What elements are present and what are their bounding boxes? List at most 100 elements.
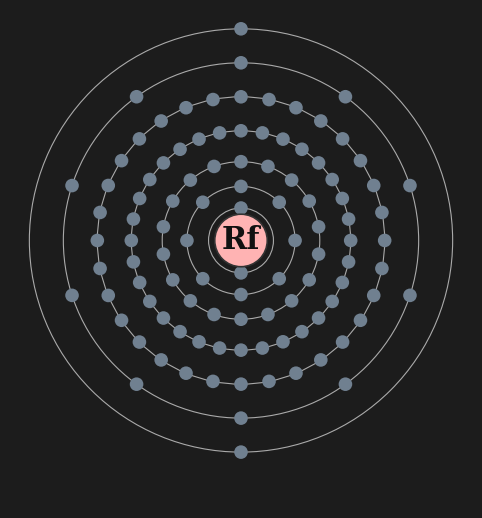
Circle shape (342, 212, 355, 226)
Circle shape (261, 160, 275, 173)
Circle shape (91, 234, 104, 247)
Circle shape (375, 206, 388, 219)
Circle shape (255, 341, 269, 355)
Circle shape (367, 179, 380, 192)
Circle shape (285, 294, 298, 308)
Circle shape (234, 377, 248, 391)
Circle shape (234, 201, 248, 215)
Circle shape (335, 276, 349, 289)
Circle shape (234, 287, 248, 301)
Circle shape (312, 220, 325, 234)
Circle shape (339, 90, 352, 104)
Circle shape (367, 289, 380, 302)
Circle shape (127, 255, 140, 269)
Circle shape (312, 248, 325, 261)
Circle shape (130, 378, 143, 391)
Circle shape (173, 325, 187, 338)
Circle shape (102, 289, 115, 302)
Circle shape (213, 341, 227, 355)
Circle shape (234, 155, 248, 168)
Circle shape (234, 22, 248, 36)
Circle shape (234, 343, 248, 357)
Circle shape (130, 90, 143, 104)
Circle shape (272, 272, 286, 285)
Circle shape (302, 194, 316, 208)
Circle shape (206, 93, 220, 106)
Circle shape (262, 93, 276, 106)
Circle shape (312, 156, 325, 170)
Circle shape (207, 308, 221, 321)
Circle shape (157, 220, 170, 234)
Circle shape (295, 142, 309, 156)
Circle shape (295, 325, 309, 338)
Circle shape (339, 378, 352, 391)
Circle shape (207, 160, 221, 173)
Circle shape (276, 335, 290, 349)
Circle shape (133, 276, 147, 289)
Circle shape (403, 289, 417, 302)
Circle shape (335, 192, 349, 205)
Circle shape (344, 234, 358, 247)
Circle shape (192, 132, 206, 146)
Circle shape (234, 266, 248, 280)
Circle shape (289, 101, 303, 114)
Circle shape (336, 335, 349, 349)
Circle shape (102, 179, 115, 192)
Circle shape (234, 180, 248, 193)
Circle shape (143, 172, 157, 186)
Circle shape (342, 255, 355, 269)
Circle shape (354, 154, 367, 167)
Circle shape (157, 248, 170, 261)
Circle shape (234, 411, 248, 425)
Circle shape (302, 273, 316, 286)
Text: Rf: Rf (222, 225, 260, 256)
Circle shape (94, 206, 107, 219)
Circle shape (255, 126, 269, 140)
Circle shape (65, 179, 79, 192)
Circle shape (262, 375, 276, 388)
Circle shape (314, 353, 328, 367)
Circle shape (272, 195, 286, 209)
Circle shape (133, 132, 146, 146)
Circle shape (124, 234, 138, 247)
Circle shape (276, 132, 290, 146)
Circle shape (354, 313, 367, 327)
Circle shape (234, 56, 248, 69)
Circle shape (65, 289, 79, 302)
Circle shape (403, 179, 417, 192)
Circle shape (157, 311, 170, 325)
Circle shape (285, 174, 298, 187)
Circle shape (196, 195, 210, 209)
Circle shape (115, 154, 128, 167)
Circle shape (289, 366, 303, 380)
Circle shape (336, 132, 349, 146)
Circle shape (378, 234, 391, 247)
Circle shape (375, 262, 388, 275)
Circle shape (179, 101, 193, 114)
Circle shape (184, 174, 197, 187)
Circle shape (325, 295, 339, 308)
Circle shape (234, 90, 248, 104)
Circle shape (180, 234, 194, 247)
Circle shape (312, 311, 325, 325)
Circle shape (196, 272, 210, 285)
Circle shape (166, 273, 180, 286)
Circle shape (213, 126, 227, 140)
Circle shape (234, 124, 248, 138)
Circle shape (143, 295, 157, 308)
Circle shape (234, 312, 248, 326)
Circle shape (234, 445, 248, 459)
Circle shape (115, 313, 128, 327)
Circle shape (166, 194, 180, 208)
Circle shape (133, 192, 147, 205)
Circle shape (261, 308, 275, 321)
Circle shape (215, 214, 267, 267)
Circle shape (192, 335, 206, 349)
Circle shape (157, 156, 170, 170)
Circle shape (179, 366, 193, 380)
Circle shape (314, 114, 328, 128)
Circle shape (325, 172, 339, 186)
Circle shape (154, 353, 168, 367)
Circle shape (288, 234, 302, 247)
Circle shape (94, 262, 107, 275)
